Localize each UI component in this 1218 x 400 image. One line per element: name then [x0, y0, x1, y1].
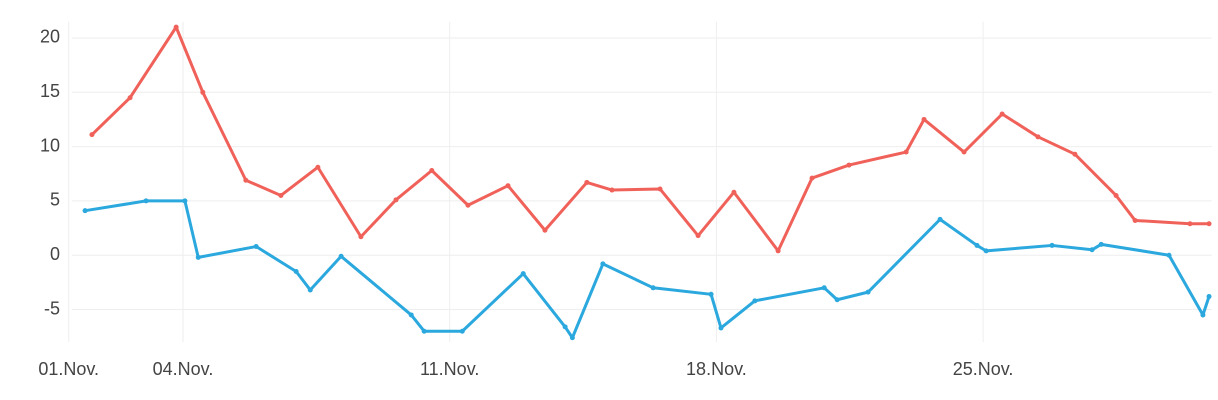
data-point [82, 208, 88, 214]
data-point [650, 285, 656, 291]
y-tick-label: 5 [50, 190, 60, 210]
data-point [1113, 192, 1119, 198]
data-point [408, 312, 414, 318]
data-point [1132, 217, 1138, 223]
data-point [278, 192, 284, 198]
data-point [89, 132, 95, 138]
data-point [1049, 242, 1055, 248]
data-point [834, 297, 840, 303]
data-point [1206, 293, 1212, 299]
data-point [775, 248, 781, 254]
data-point [1200, 312, 1206, 318]
data-point [562, 324, 568, 330]
data-point [195, 254, 201, 260]
data-point [1187, 221, 1193, 227]
data-point [695, 233, 701, 239]
data-point [505, 183, 511, 189]
data-point [307, 287, 313, 293]
x-tick-label: 25.Nov. [953, 359, 1014, 379]
data-point [821, 285, 827, 291]
data-point [315, 164, 321, 170]
data-point [846, 162, 852, 168]
x-tick-label: 11.Nov. [420, 359, 479, 379]
series-line [84, 199, 1211, 340]
data-point [200, 89, 206, 95]
data-point [173, 24, 179, 30]
data-point [338, 253, 344, 259]
y-tick-label: 15 [40, 81, 60, 101]
data-point [961, 149, 967, 155]
data-point [182, 198, 188, 204]
data-point [974, 242, 980, 248]
data-point [358, 234, 364, 240]
data-point [708, 291, 714, 297]
y-tick-label: 0 [50, 244, 60, 264]
data-point [143, 198, 149, 204]
data-point [937, 216, 943, 222]
data-point [465, 202, 471, 208]
data-point [1035, 134, 1041, 140]
data-point [127, 95, 133, 101]
data-point [243, 177, 249, 183]
data-point [569, 335, 575, 341]
data-point [293, 269, 299, 275]
y-tick-label: -5 [44, 298, 60, 318]
data-point [1166, 252, 1172, 258]
data-point [657, 186, 663, 192]
data-point [542, 227, 548, 233]
series-line [90, 25, 1210, 253]
x-tick-label: 01.Nov. [38, 359, 99, 379]
data-point [731, 189, 737, 195]
data-point [520, 271, 526, 277]
data-point [600, 261, 606, 267]
data-point [865, 289, 871, 295]
data-point [1206, 221, 1212, 227]
data-point [903, 149, 909, 155]
data-point [1098, 241, 1104, 247]
data-point [584, 179, 590, 185]
data-point [609, 187, 615, 193]
data-point [921, 116, 927, 122]
data-point [999, 111, 1005, 117]
data-point [752, 298, 758, 304]
y-tick-label: 20 [40, 27, 60, 47]
data-point [429, 167, 435, 173]
data-point [1072, 151, 1078, 157]
y-tick-label: 10 [40, 135, 60, 155]
x-tick-label: 04.Nov. [153, 359, 214, 379]
data-point [421, 328, 427, 334]
data-point [1089, 247, 1095, 253]
data-point [459, 328, 465, 334]
data-point [983, 248, 989, 254]
data-point [253, 244, 259, 250]
x-tick-label: 18.Nov. [686, 359, 747, 379]
data-point [718, 325, 724, 331]
data-point [393, 197, 399, 203]
data-point [809, 175, 815, 181]
